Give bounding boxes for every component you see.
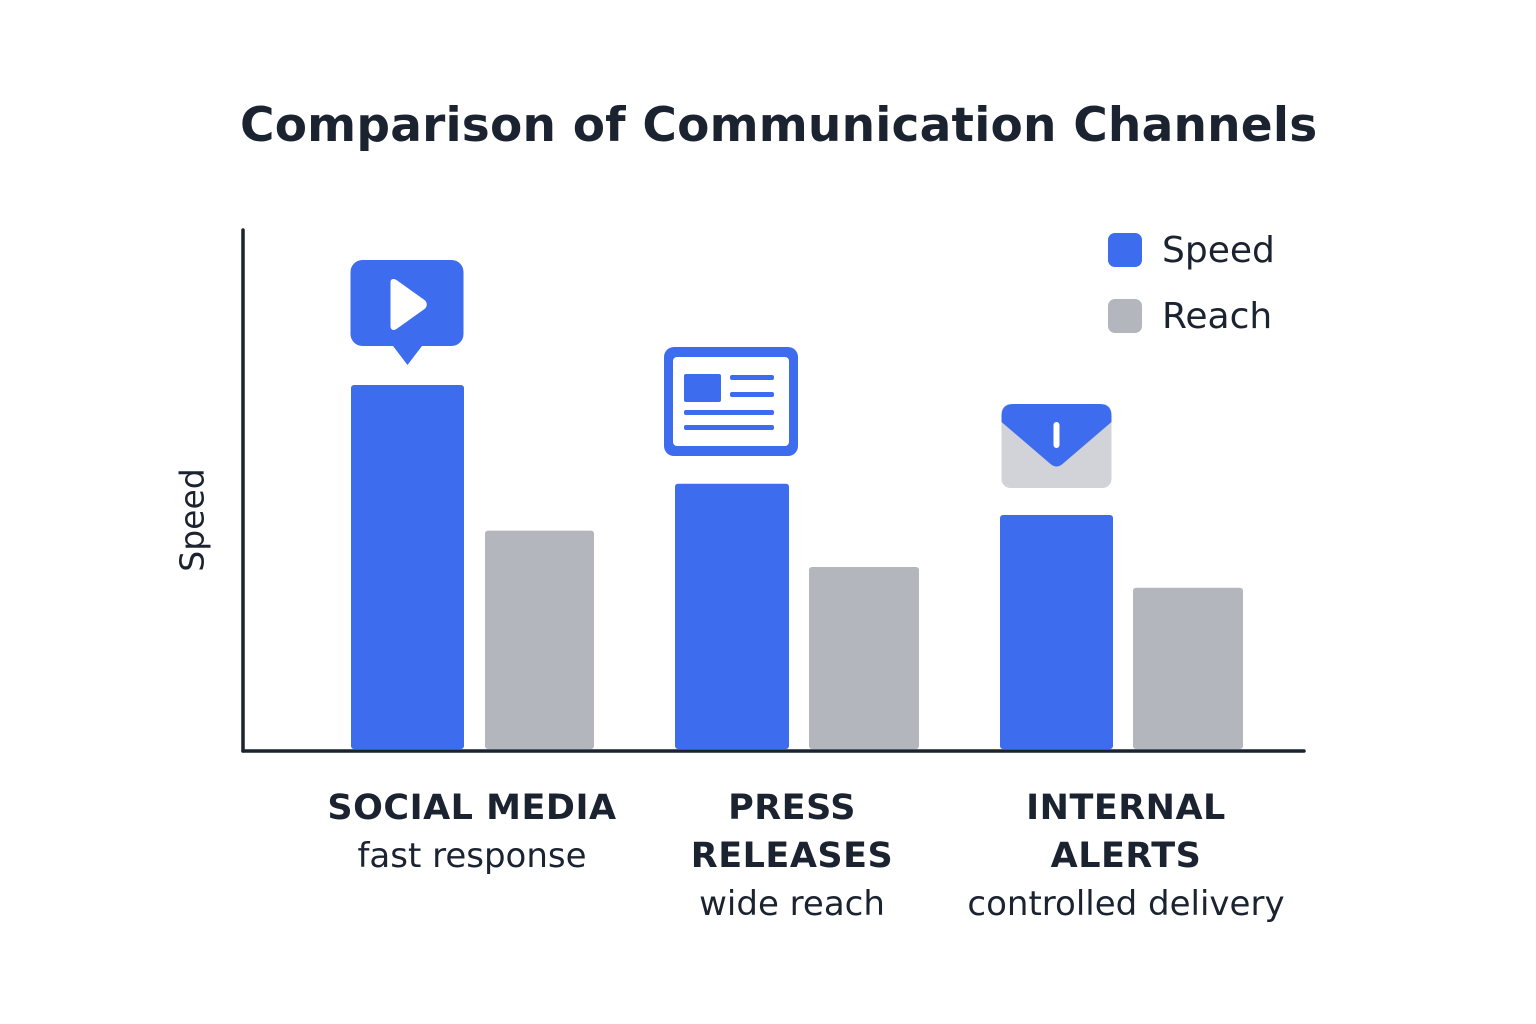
category-title: ALERTS xyxy=(1050,836,1202,876)
bar-reach-internal-alerts xyxy=(1133,587,1243,749)
newsletter-icon xyxy=(664,347,798,456)
bar-speed-social-media xyxy=(351,385,464,749)
category-subtitle: controlled delivery xyxy=(967,884,1285,924)
category-label-internal-alerts: INTERNAL ALERTS controlled delivery xyxy=(967,784,1284,928)
category-title: PRESS xyxy=(728,788,856,828)
legend-item-reach: Reach xyxy=(1108,292,1275,340)
legend-label-speed: Speed xyxy=(1162,229,1275,271)
legend-item-speed: Speed xyxy=(1108,226,1275,274)
category-label-social-media: SOCIAL MEDIA fast response xyxy=(327,784,616,880)
category-subtitle: fast response xyxy=(357,836,587,876)
chart-legend: Speed Reach xyxy=(1108,226,1275,358)
legend-label-reach: Reach xyxy=(1162,295,1273,337)
category-label-press-releases: PRESS RELEASES wide reach xyxy=(691,784,893,928)
category-title: RELEASES xyxy=(690,836,894,876)
chart-title: Comparison of Communication Channels xyxy=(240,98,1318,153)
bar-speed-internal-alerts xyxy=(1000,515,1113,749)
category-title: SOCIAL MEDIA xyxy=(327,788,617,828)
video-play-icon xyxy=(350,260,464,365)
alert-envelope-icon xyxy=(1001,404,1112,488)
bar-reach-social-media xyxy=(485,530,594,749)
legend-swatch-speed xyxy=(1108,233,1142,267)
legend-swatch-reach xyxy=(1108,299,1142,333)
bar-speed-press-releases xyxy=(675,483,789,749)
category-title: INTERNAL xyxy=(1026,788,1226,828)
category-subtitle: wide reach xyxy=(699,884,885,924)
bar-reach-press-releases xyxy=(809,567,919,749)
